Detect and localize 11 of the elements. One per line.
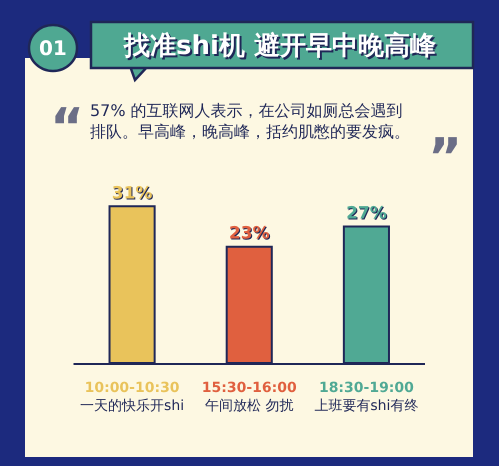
x-tick-label: 18:30-19:00 上班要有shi有终 [314, 380, 418, 414]
text: “ [50, 98, 84, 158]
data-label: 27% [346, 203, 387, 224]
x-tick-label: 10:00-10:30 一天的快乐开shi [80, 380, 184, 414]
data-label: 23% [228, 224, 270, 244]
x-tick-label: 15:30-16:00 午间放松 勿扰 [202, 380, 297, 414]
text: 01 [39, 36, 67, 60]
chart-title: 找准shi机 避开早中晚高峰 [123, 31, 437, 62]
data-label: 31% [112, 183, 152, 204]
chart-subtitle: 57% 的互联网人表示，在公司如厕总会遇到排队。早高峰，晚高峰，括约肌憋的要发疯。 [90, 101, 410, 141]
text: ” [428, 128, 462, 188]
